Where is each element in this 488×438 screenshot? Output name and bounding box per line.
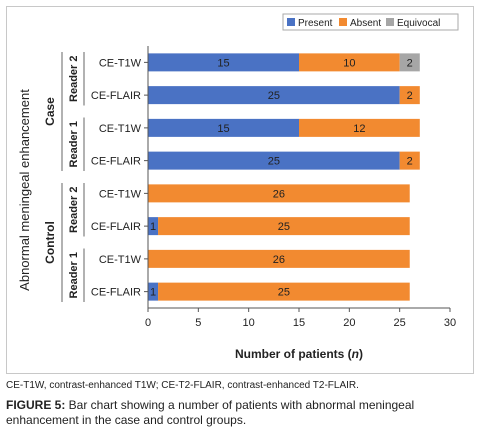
bar-value-label: 15 xyxy=(217,123,229,135)
x-tick-label: 30 xyxy=(444,317,456,329)
legend-label: Present xyxy=(298,18,333,29)
bar-value-label: 25 xyxy=(268,156,280,168)
bar-present-3 xyxy=(148,151,400,170)
x-tick-label: 0 xyxy=(145,317,151,329)
bar-value-label: 12 xyxy=(353,123,365,135)
bar-present-1 xyxy=(148,86,400,105)
caption-note: CE-T1W, contrast-enhanced T1W; CE-T2-FLA… xyxy=(6,380,359,391)
x-tick-label: 10 xyxy=(243,317,255,329)
bar-absent-3 xyxy=(399,151,420,170)
x-tick-label: 5 xyxy=(195,317,201,329)
bar-value-label: 26 xyxy=(273,254,285,266)
reader-label: Reader 1 xyxy=(68,121,80,167)
legend-swatch-present xyxy=(287,18,295,26)
reader-label: Reader 1 xyxy=(68,252,80,298)
bar-value-label: 15 xyxy=(217,57,229,69)
legend-label: Equivocal xyxy=(397,18,440,29)
category-label: CE-FLAIR xyxy=(91,287,141,299)
bar-present-7 xyxy=(148,282,159,301)
reader-label: Reader 2 xyxy=(68,187,80,233)
x-tick-label: 15 xyxy=(293,317,305,329)
bar-value-label: 1 xyxy=(150,221,156,233)
category-label: CE-FLAIR xyxy=(91,156,141,168)
x-tick-label: 20 xyxy=(343,317,355,329)
bar-value-label: 25 xyxy=(268,90,280,102)
x-axis-title: Number of patients (n) xyxy=(235,347,363,361)
figure-label: FIGURE 5: xyxy=(6,398,66,412)
category-label: CE-T1W xyxy=(99,254,142,266)
bar-absent-5 xyxy=(158,217,410,236)
bar-value-label: 1 xyxy=(150,287,156,299)
bar-value-label: 25 xyxy=(278,221,290,233)
bar-value-label: 2 xyxy=(407,57,413,69)
figure-caption: FIGURE 5: Bar chart showing a number of … xyxy=(6,398,482,428)
bar-absent-7 xyxy=(158,282,410,301)
group-label: Case xyxy=(43,97,57,126)
bar-absent-1 xyxy=(399,86,420,105)
reader-label: Reader 2 xyxy=(68,56,80,102)
bar-absent-0 xyxy=(299,53,400,72)
legend-swatch-absent xyxy=(339,18,347,26)
bar-value-label: 25 xyxy=(278,287,290,299)
bars: 15 10 2 25 2 15 12 25 2 26 1 25 26 1 25 xyxy=(148,53,420,301)
legend: Present Absent Equivocal xyxy=(282,13,459,31)
category-label: CE-FLAIR xyxy=(91,221,141,233)
category-label: CE-T1W xyxy=(99,123,142,135)
bar-present-2 xyxy=(148,118,299,137)
bar-equivocal-0 xyxy=(399,53,420,72)
bar-value-label: 10 xyxy=(343,57,355,69)
legend-box xyxy=(282,13,459,31)
legend-swatch-equivocal xyxy=(386,18,394,26)
bar-present-0 xyxy=(148,53,299,72)
category-label: CE-T1W xyxy=(99,57,142,69)
bar-value-label: 26 xyxy=(273,188,285,200)
group-label: Control xyxy=(43,221,57,264)
category-labels: CE-T1W CE-FLAIR CE-T1W CE-FLAIR CE-T1W CE-FLA… xyxy=(43,52,148,302)
category-label: CE-T1W xyxy=(99,188,142,200)
bar-absent-4 xyxy=(148,184,410,203)
legend-label: Absent xyxy=(350,18,381,29)
bar-present-5 xyxy=(148,217,159,236)
figure-text: Bar chart showing a number of patients w… xyxy=(6,398,415,427)
y-axis-title: Abnormal meningeal enhancement xyxy=(17,89,32,291)
bar-absent-2 xyxy=(299,118,420,137)
bar-value-label: 2 xyxy=(407,90,413,102)
axes: 0 5 10 15 20 25 30 xyxy=(145,46,456,329)
x-tick-label: 25 xyxy=(394,317,406,329)
bar-absent-6 xyxy=(148,249,410,268)
bar-value-label: 2 xyxy=(407,156,413,168)
category-label: CE-FLAIR xyxy=(91,90,141,102)
